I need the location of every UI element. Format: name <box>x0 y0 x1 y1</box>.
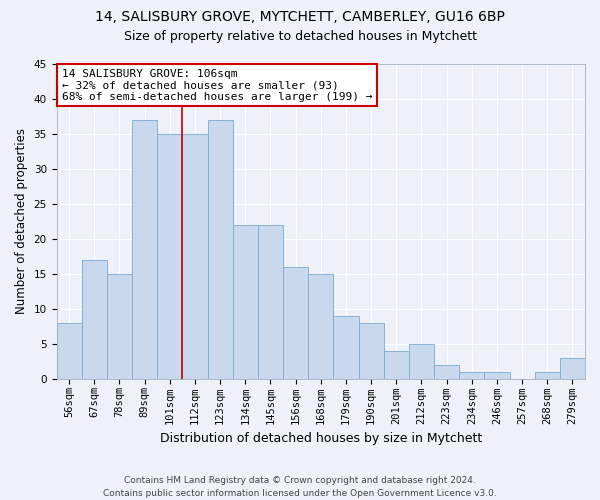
Bar <box>258 225 283 378</box>
Bar <box>308 274 334 378</box>
Bar <box>334 316 359 378</box>
Bar <box>182 134 208 378</box>
Y-axis label: Number of detached properties: Number of detached properties <box>15 128 28 314</box>
Text: Size of property relative to detached houses in Mytchett: Size of property relative to detached ho… <box>124 30 476 43</box>
Bar <box>434 364 459 378</box>
Bar <box>383 350 409 378</box>
Bar <box>107 274 132 378</box>
Bar <box>459 372 484 378</box>
Bar <box>409 344 434 378</box>
Bar <box>208 120 233 378</box>
Text: Contains HM Land Registry data © Crown copyright and database right 2024.
Contai: Contains HM Land Registry data © Crown c… <box>103 476 497 498</box>
Bar <box>157 134 182 378</box>
X-axis label: Distribution of detached houses by size in Mytchett: Distribution of detached houses by size … <box>160 432 482 445</box>
Bar <box>359 322 383 378</box>
Bar <box>56 322 82 378</box>
Bar <box>535 372 560 378</box>
Bar <box>560 358 585 378</box>
Bar <box>233 225 258 378</box>
Text: 14, SALISBURY GROVE, MYTCHETT, CAMBERLEY, GU16 6BP: 14, SALISBURY GROVE, MYTCHETT, CAMBERLEY… <box>95 10 505 24</box>
Bar <box>82 260 107 378</box>
Bar <box>132 120 157 378</box>
Text: 14 SALISBURY GROVE: 106sqm
← 32% of detached houses are smaller (93)
68% of semi: 14 SALISBURY GROVE: 106sqm ← 32% of deta… <box>62 68 373 102</box>
Bar <box>484 372 509 378</box>
Bar <box>283 266 308 378</box>
